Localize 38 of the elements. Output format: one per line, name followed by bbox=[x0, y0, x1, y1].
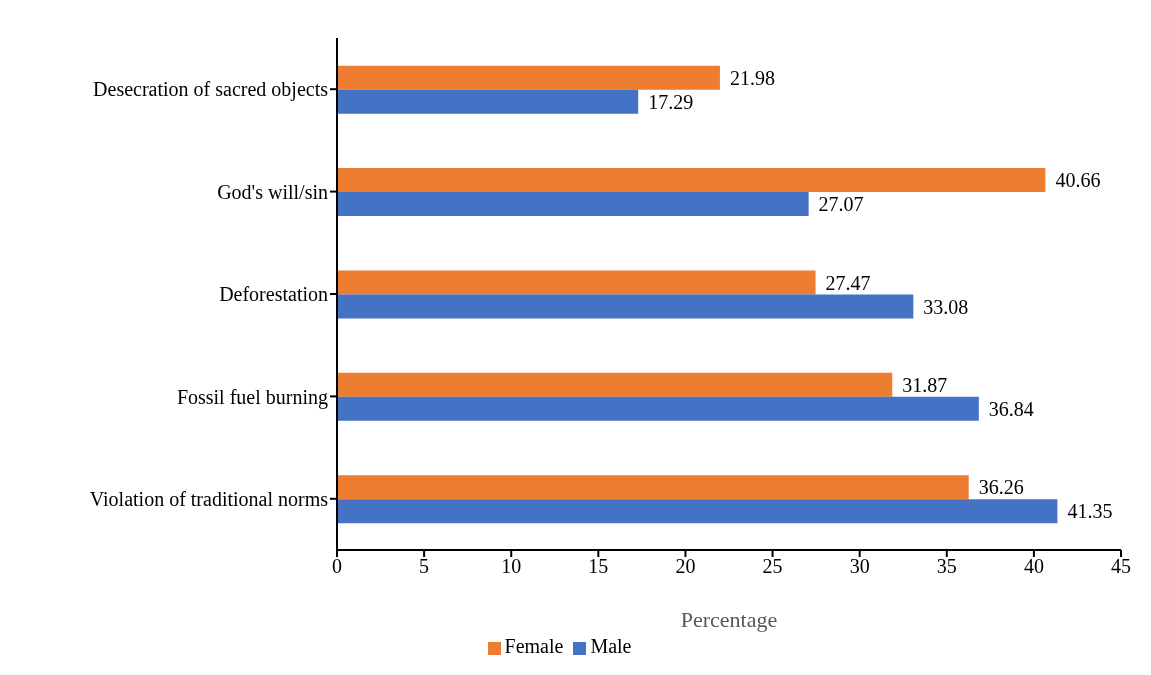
x-tick-label: 45 bbox=[1111, 555, 1131, 578]
data-label: 40.66 bbox=[1055, 169, 1101, 192]
x-tick-label: 0 bbox=[332, 555, 342, 578]
bar bbox=[337, 168, 1046, 193]
x-tick-label: 25 bbox=[762, 555, 783, 578]
data-label: 36.26 bbox=[978, 476, 1024, 499]
bar bbox=[337, 372, 893, 397]
data-label: 27.07 bbox=[818, 193, 864, 216]
bar bbox=[337, 499, 1058, 524]
x-tick-label: 15 bbox=[588, 555, 609, 578]
bar bbox=[337, 475, 969, 500]
bar bbox=[337, 294, 914, 319]
data-label: 27.47 bbox=[825, 271, 871, 294]
bar bbox=[337, 89, 639, 114]
data-label: 21.98 bbox=[729, 66, 775, 89]
bar bbox=[337, 396, 979, 421]
x-tick-label: 30 bbox=[849, 555, 870, 578]
x-axis-title: Percentage bbox=[680, 607, 778, 632]
data-label: 17.29 bbox=[648, 90, 694, 113]
x-tick-label: 35 bbox=[936, 555, 957, 578]
data-label: 31.87 bbox=[902, 373, 948, 396]
bar bbox=[337, 192, 809, 217]
data-label: 33.08 bbox=[923, 295, 969, 318]
y-tick-label: Deforestation bbox=[219, 283, 328, 306]
bar bbox=[337, 270, 816, 295]
y-tick-label: Violation of traditional norms bbox=[89, 487, 329, 510]
data-label: 36.84 bbox=[988, 397, 1034, 420]
y-tick-label: Desecration of sacred objects bbox=[93, 78, 329, 102]
x-tick-label: 40 bbox=[1023, 555, 1044, 578]
x-tick-label: 5 bbox=[419, 555, 430, 578]
x-tick-label: 10 bbox=[501, 555, 522, 578]
data-label: 41.35 bbox=[1067, 500, 1113, 523]
bar bbox=[337, 65, 720, 90]
legend-label: Female bbox=[504, 635, 564, 657]
y-tick-label: God's will/sin bbox=[217, 180, 328, 203]
y-tick-label: Fossil fuel burning bbox=[176, 385, 328, 409]
legend-label: Male bbox=[590, 635, 632, 657]
x-tick-label: 20 bbox=[675, 555, 696, 578]
